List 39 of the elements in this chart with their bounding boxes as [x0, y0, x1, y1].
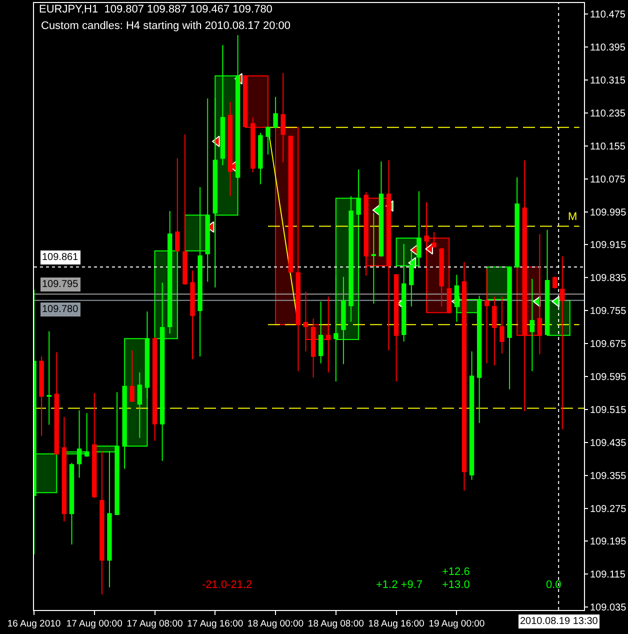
x-tick-label: 17 Aug 16:00: [187, 618, 244, 630]
y-tick-label: 110.395: [590, 42, 626, 54]
x-tick-label: 17 Aug 08:00: [126, 618, 183, 630]
y-tick-label: 109.515: [590, 404, 627, 416]
annotation: +13.0: [442, 579, 470, 591]
ref-line-label: 109.861: [42, 252, 79, 263]
y-tick-label: 109.755: [590, 306, 627, 318]
y-tick-label: 109.275: [590, 504, 627, 515]
x-tick-label: 18 Aug 16:00: [368, 618, 424, 630]
x-tick-label: 17 Aug 00:00: [66, 618, 122, 630]
y-tick-label: 110.315: [590, 76, 626, 87]
y-tick-label: 109.195: [590, 536, 627, 548]
y-tick-label: 109.595: [590, 372, 627, 384]
y-tick-label: 109.035: [590, 602, 627, 614]
y-tick-label: 110.475: [590, 10, 626, 21]
y-tick-label: 110.075: [590, 174, 626, 186]
ref-line-label: 109.795: [42, 279, 79, 290]
x-tick-label: 18 Aug 00:00: [248, 618, 304, 630]
annotation: 0.0: [546, 579, 562, 591]
y-tick-label: 109.675: [590, 339, 627, 350]
annotation: +12.6: [442, 566, 470, 578]
x-tick-label: 16 Aug 2010: [7, 618, 61, 630]
ref-line-label: 2010.08.19 13:30: [520, 616, 598, 627]
y-tick-label: 109.355: [590, 470, 627, 482]
ref-line-label: 109.780: [42, 304, 79, 315]
text: Custom candles: H4 starting with 2010.08.17 20:00: [41, 20, 290, 32]
y-tick-label: 110.235: [590, 108, 626, 120]
y-tick-label: 109.115: [590, 570, 626, 581]
y-tick-label: 110.155: [590, 141, 626, 152]
annotation: -21.0-21.2: [202, 579, 252, 591]
chart-title: EURJPY,H1 109.807 109.887 109.467 109.780: [39, 4, 272, 16]
y-tick-label: 109.995: [590, 207, 627, 218]
annotation: +1.2 +9.7: [376, 579, 422, 591]
y-tick-label: 109.435: [590, 438, 627, 449]
y-tick-label: 109.835: [590, 273, 627, 284]
y-tick-label: 109.915: [590, 240, 627, 252]
series-label: M: [568, 211, 578, 223]
x-tick-label: 19 Aug 00:00: [428, 618, 485, 630]
x-tick-label: 18 Aug 08:00: [308, 618, 364, 630]
